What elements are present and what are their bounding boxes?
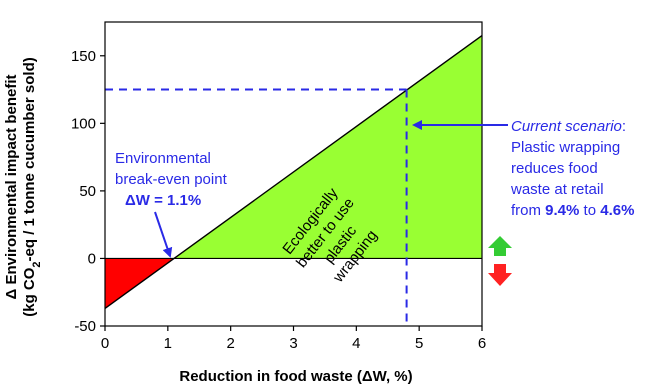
scenario-label-line5: from 9.4% to 4.6%	[511, 202, 634, 219]
benefit-line	[104, 34, 483, 310]
x-tick-label: 0	[101, 335, 109, 352]
y-tick-label: -50	[74, 318, 96, 335]
down-arrow-icon	[488, 264, 512, 286]
scenario-colon: :	[622, 118, 626, 135]
x-tick-label: 2	[226, 335, 234, 352]
x-tick-label: 4	[352, 335, 360, 352]
x-axis-ticks: 0 1 2 3 4 5 6	[101, 326, 486, 352]
y-axis-title-line2: (kg CO2-eq / 1 tonne cucumber sold)	[21, 57, 43, 317]
y-tick-label: 50	[79, 183, 96, 200]
x-tick-label: 3	[289, 335, 297, 352]
scenario-from: from	[511, 202, 545, 219]
y-axis-title-line2-post: -eq / 1 tonne cucumber sold)	[21, 57, 38, 261]
breakeven-label-line3: ΔW = 1.1%	[125, 192, 201, 209]
scenario-label-line3: reduces food	[511, 160, 598, 177]
y-axis-title-group: Δ Environmental impact benefit (kg CO2-e…	[3, 57, 43, 317]
scenario-label-line1: Current scenario:	[511, 118, 626, 135]
scenario-value-2: 4.6%	[600, 202, 634, 219]
scenario-title: Current scenario	[511, 118, 622, 135]
x-axis-title: Reduction in food waste (ΔW, %)	[179, 368, 412, 385]
x-tick-label: 5	[415, 335, 423, 352]
scenario-label-line2: Plastic wrapping	[511, 139, 620, 156]
breakeven-label-line2: break-even point	[115, 171, 228, 188]
breakeven-arrow	[154, 211, 173, 258]
scenario-to: to	[579, 202, 600, 219]
y-axis-title-subscript: 2	[31, 261, 43, 267]
x-tick-label: 6	[478, 335, 486, 352]
up-arrow-icon	[488, 236, 512, 256]
breakeven-label-line1: Environmental	[115, 150, 211, 167]
y-tick-label: 0	[88, 250, 96, 267]
y-tick-label: 150	[71, 48, 96, 65]
y-axis-title-line2-pre: (kg CO	[21, 267, 38, 317]
scenario-value-1: 9.4%	[545, 202, 579, 219]
y-axis-title-line1: Δ Environmental impact benefit	[3, 75, 20, 300]
y-tick-label: 100	[71, 115, 96, 132]
scenario-label-line4: waste at retail	[510, 181, 604, 198]
y-axis-ticks: -50 0 50 100 150	[71, 48, 105, 335]
x-tick-label: 1	[164, 335, 172, 352]
